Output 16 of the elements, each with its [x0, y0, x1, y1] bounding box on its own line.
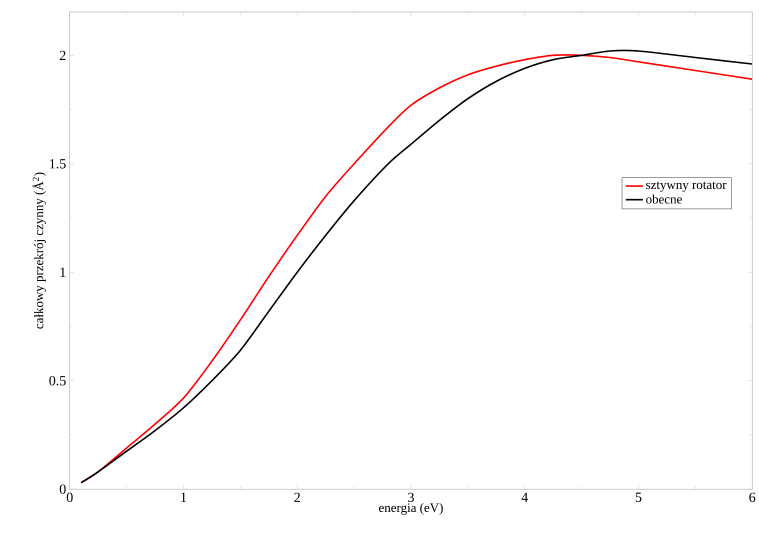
y-tick-label: 1.5 — [50, 159, 66, 169]
legend-label: obecne — [646, 194, 682, 204]
x-tick-label: 4 — [521, 492, 528, 502]
y-tick-label: 2 — [60, 50, 66, 60]
x-tick-label: 0 — [66, 492, 73, 502]
y-tick-label: 1 — [60, 268, 66, 277]
x-axis-title: energia (eV) — [379, 502, 443, 515]
x-tick-label: 2 — [294, 492, 300, 502]
x-tick-label: 3 — [408, 492, 414, 502]
y-tick-label: 0.5 — [49, 376, 66, 386]
x-tick-label: 5 — [636, 492, 642, 502]
legend-label: sztywny rotator — [646, 182, 726, 192]
y-tick-label: 0 — [60, 484, 66, 494]
x-tick-label: 6 — [749, 492, 756, 502]
y-axis-title: całkowy przekrój czynny (Å$^{2}$) — [32, 172, 46, 329]
x-tick-label: 1 — [181, 492, 186, 502]
